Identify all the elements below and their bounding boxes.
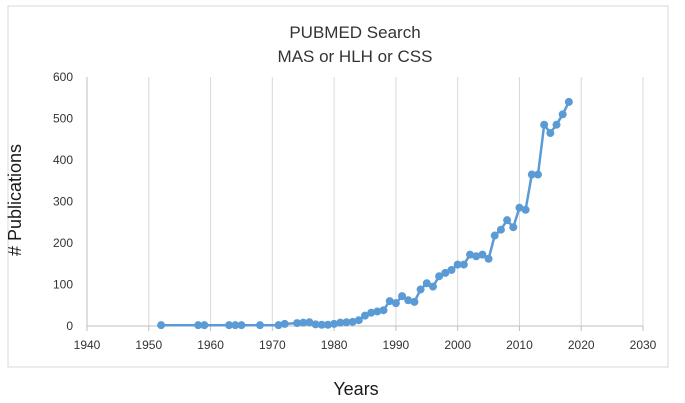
y-tick-label-400: 400	[53, 153, 73, 167]
data-point-1992	[404, 296, 413, 305]
x-tick-label-2020: 2020	[568, 338, 595, 352]
data-point-1958	[194, 321, 203, 330]
data-point-1986	[367, 308, 376, 317]
data-point-1994	[416, 285, 425, 294]
data-point-1997	[435, 272, 444, 281]
data-point-1968	[255, 321, 264, 330]
data-point-2011	[521, 205, 530, 214]
data-point-1981	[336, 318, 345, 327]
chart-title-line-2: MAS or HLH or CSS	[278, 47, 433, 66]
data-point-1996	[428, 282, 437, 291]
data-point-1978	[317, 320, 326, 329]
data-point-2000	[453, 260, 462, 269]
data-point-2003	[472, 252, 481, 261]
data-point-1984	[354, 316, 363, 325]
x-tick-label-1980: 1980	[321, 338, 348, 352]
data-point-1974	[293, 319, 302, 328]
data-point-1993	[410, 297, 419, 306]
tick-labels: 1940 1950 1960 1970 1980 1990 2000 2010 2020 2030…	[53, 70, 657, 352]
data-point-1975	[299, 318, 308, 327]
data-series	[157, 97, 573, 330]
data-point-2012	[527, 170, 536, 179]
data-point-1999	[447, 265, 456, 274]
data-point-1998	[441, 268, 450, 277]
chart-area-border	[7, 5, 669, 368]
data-point-1963	[225, 321, 234, 330]
data-point-1972	[280, 319, 289, 328]
data-point-1985	[361, 311, 369, 320]
y-tick-label-300: 300	[53, 195, 73, 209]
data-point-1977	[311, 320, 320, 329]
data-point-2001	[459, 260, 468, 269]
data-point-1979	[323, 320, 332, 329]
data-point-2009	[509, 223, 518, 232]
data-point-2015	[546, 129, 555, 138]
chart-title-line-1: PUBMED Search	[289, 23, 420, 42]
data-point-2018	[564, 97, 573, 106]
data-point-2007	[496, 225, 505, 234]
y-tick-label-500: 500	[53, 112, 73, 126]
y-tick-label-200: 200	[53, 236, 73, 250]
data-point-2017	[558, 110, 567, 119]
data-point-1959	[200, 321, 209, 330]
data-point-2005	[484, 254, 493, 263]
data-point-1964	[231, 321, 240, 330]
data-point-1965	[237, 321, 246, 330]
data-point-2002	[466, 250, 475, 259]
x-tick-label-1970: 1970	[259, 338, 286, 352]
data-point-1988	[379, 306, 388, 315]
data-point-1980	[330, 319, 339, 328]
y-tick-label-100: 100	[53, 278, 73, 292]
x-tick-label-2000: 2000	[444, 338, 471, 352]
x-tick-label-2030: 2030	[630, 338, 657, 352]
x-tick-label-2010: 2010	[506, 338, 533, 352]
data-point-2008	[503, 216, 512, 225]
data-point-1983	[348, 317, 357, 326]
data-point-1976	[305, 318, 314, 327]
data-point-1987	[373, 307, 382, 316]
data-point-1991	[398, 292, 407, 301]
x-tick-label-1940: 1940	[74, 338, 101, 352]
x-tick-label-1960: 1960	[197, 338, 224, 352]
y-tick-label-600: 600	[53, 70, 73, 84]
gridlines	[148, 77, 644, 326]
data-point-1989	[385, 297, 394, 306]
data-point-1982	[342, 318, 351, 327]
data-point-2010	[515, 203, 524, 212]
data-point-1952	[157, 321, 166, 330]
data-point-1995	[422, 279, 431, 288]
x-tick-label-1990: 1990	[383, 338, 410, 352]
data-point-2016	[552, 120, 561, 129]
y-tick-label-0: 0	[66, 319, 73, 333]
data-point-2014	[540, 120, 549, 129]
data-point-1990	[391, 299, 400, 308]
y-axis-title: # Publications	[5, 144, 25, 256]
data-point-1971	[274, 321, 283, 330]
x-tick-label-1950: 1950	[135, 338, 162, 352]
x-axis-title: Years	[333, 379, 378, 399]
data-point-2004	[478, 250, 487, 259]
data-point-2006	[490, 231, 499, 240]
data-point-2013	[533, 170, 542, 179]
